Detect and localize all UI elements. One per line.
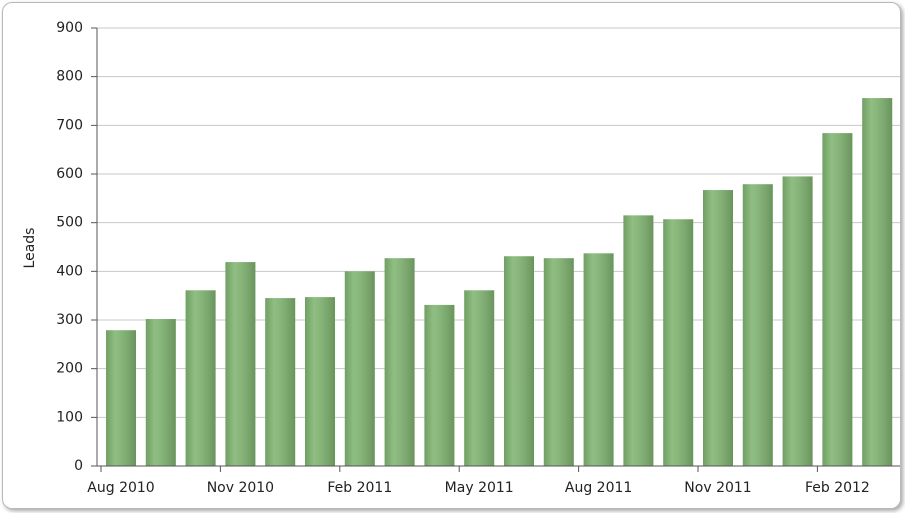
bar-shade [742, 184, 773, 466]
bar-shade [185, 290, 216, 466]
y-tick-label: 400 [56, 263, 83, 279]
x-tick-label: Feb 2012 [805, 480, 870, 496]
bar-shade [504, 256, 534, 466]
y-tick-label: 800 [56, 69, 83, 85]
bar-shade [265, 298, 296, 466]
x-tick-label: Nov 2010 [207, 480, 274, 496]
bar-shade [703, 190, 733, 466]
x-tick-label: May 2011 [445, 480, 514, 496]
bar-shade [663, 219, 694, 466]
bar-shade [305, 297, 335, 466]
x-tick-label: Nov 2011 [684, 480, 751, 496]
y-tick-label: 300 [56, 312, 83, 328]
bar-shade [623, 215, 654, 466]
y-tick-label: 500 [56, 215, 83, 231]
x-tick-label: Aug 2011 [565, 480, 632, 496]
bar-shade [384, 258, 415, 466]
bar-shade [424, 304, 455, 466]
bar-shade [225, 262, 256, 466]
bar-shade [464, 290, 495, 466]
bar-shade [583, 253, 614, 466]
y-tick-label: 0 [74, 458, 83, 474]
y-tick-label: 200 [56, 361, 83, 377]
bar-shade [106, 330, 136, 466]
y-axis-label: Leads [22, 228, 38, 269]
bar-shade [862, 98, 893, 466]
bar-shade [822, 133, 853, 466]
y-tick-label: 100 [56, 409, 83, 425]
y-tick-label: 600 [56, 166, 83, 182]
bar-shade [344, 271, 375, 466]
bar-shade [543, 258, 574, 466]
bar-shade [145, 319, 176, 466]
chart: Leads 0 100 200 300 400 500 600 700 800 900 Aug 20… [22, 20, 900, 496]
bar-shade [782, 176, 813, 466]
x-tick-label: Feb 2011 [327, 480, 392, 496]
y-tick-label: 700 [56, 117, 83, 133]
x-tick-label: Aug 2010 [87, 480, 154, 496]
y-tick-label: 900 [56, 20, 83, 36]
